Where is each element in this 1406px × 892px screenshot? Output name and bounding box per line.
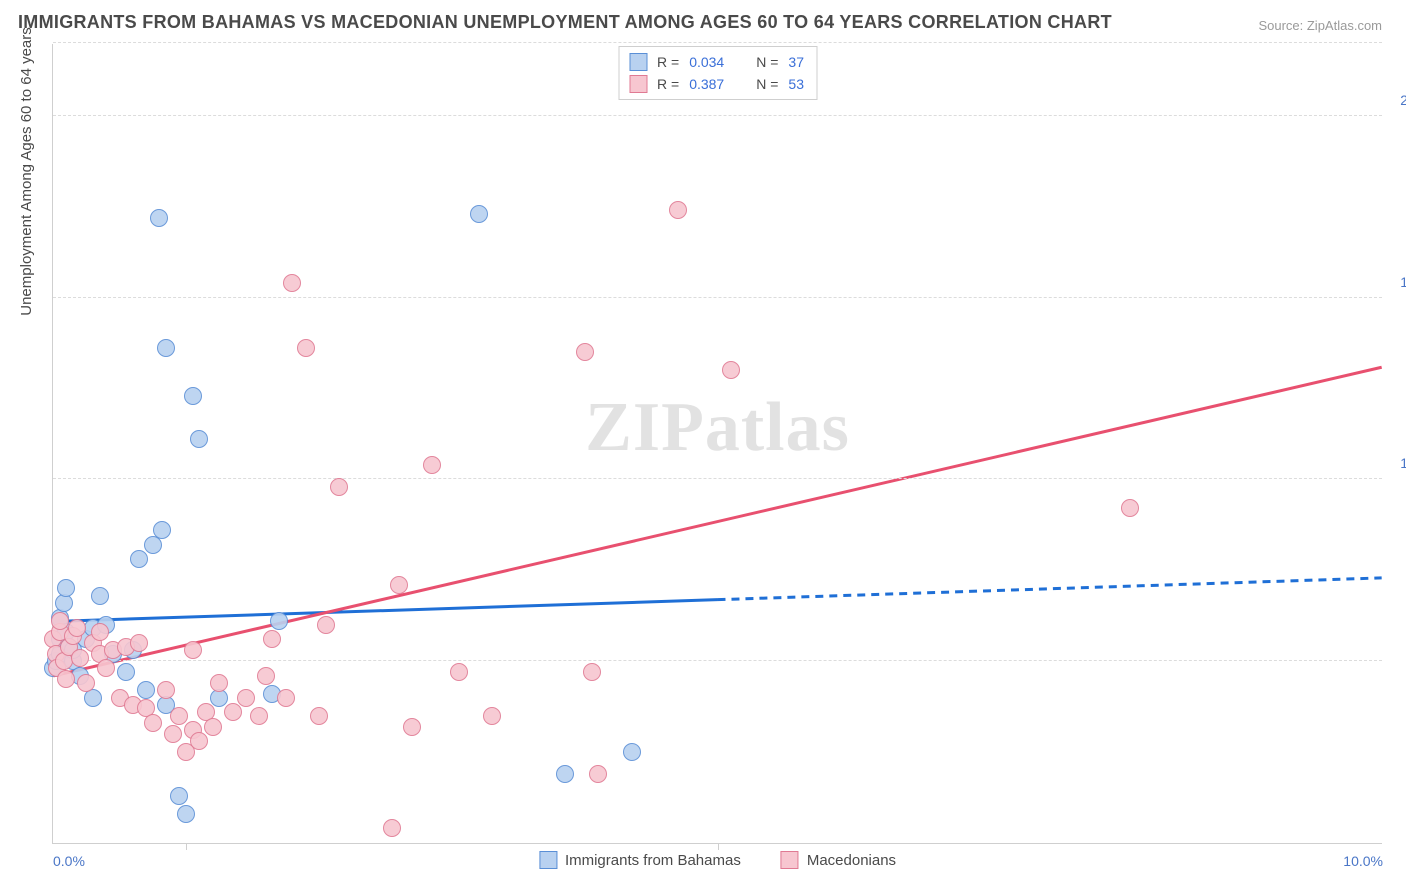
x-tick-stub xyxy=(186,843,187,850)
data-point xyxy=(669,201,687,219)
legend-label: Macedonians xyxy=(807,852,896,869)
data-point xyxy=(150,209,168,227)
data-point xyxy=(310,707,328,725)
x-tick-stub xyxy=(718,843,719,850)
legend-label: Immigrants from Bahamas xyxy=(565,852,741,869)
data-point xyxy=(177,805,195,823)
data-point xyxy=(237,689,255,707)
x-tick-label: 10.0% xyxy=(1343,853,1383,869)
series-legend: Immigrants from Bahamas Macedonians xyxy=(539,851,896,869)
data-point xyxy=(210,674,228,692)
data-point xyxy=(297,339,315,357)
data-point xyxy=(1121,499,1139,517)
data-point xyxy=(153,521,171,539)
data-point xyxy=(130,550,148,568)
r-prefix: R = xyxy=(657,73,679,95)
data-point xyxy=(157,681,175,699)
n-prefix: N = xyxy=(756,73,778,95)
data-point xyxy=(263,630,281,648)
data-point xyxy=(51,612,69,630)
data-point xyxy=(283,274,301,292)
data-point xyxy=(556,765,574,783)
y-tick-label: 20.0% xyxy=(1400,92,1406,108)
data-point xyxy=(144,714,162,732)
data-point xyxy=(57,579,75,597)
r-value: 0.387 xyxy=(689,73,724,95)
data-point xyxy=(190,732,208,750)
data-point xyxy=(157,339,175,357)
data-point xyxy=(583,663,601,681)
data-point xyxy=(184,387,202,405)
data-point xyxy=(184,641,202,659)
data-point xyxy=(623,743,641,761)
r-value: 0.034 xyxy=(689,51,724,73)
gridline xyxy=(53,478,1382,479)
data-point xyxy=(383,819,401,837)
n-value: 53 xyxy=(788,73,804,95)
data-point xyxy=(483,707,501,725)
gridline xyxy=(53,297,1382,298)
data-point xyxy=(117,663,135,681)
n-prefix: N = xyxy=(756,51,778,73)
stats-row: R = 0.387 N = 53 xyxy=(629,73,804,95)
swatch-icon xyxy=(629,75,647,93)
data-point xyxy=(257,667,275,685)
data-point xyxy=(390,576,408,594)
source-label: Source: ZipAtlas.com xyxy=(1258,18,1382,33)
data-point xyxy=(137,681,155,699)
legend-item: Immigrants from Bahamas xyxy=(539,851,741,869)
swatch-icon xyxy=(629,53,647,71)
data-point xyxy=(170,707,188,725)
y-tick-label: 10.0% xyxy=(1400,455,1406,471)
data-point xyxy=(190,430,208,448)
data-point xyxy=(403,718,421,736)
x-tick-label: 0.0% xyxy=(53,853,85,869)
data-point xyxy=(91,623,109,641)
swatch-icon xyxy=(539,851,557,869)
data-point xyxy=(277,689,295,707)
stats-legend: R = 0.034 N = 37 R = 0.387 N = 53 xyxy=(618,46,817,100)
chart-title: IMMIGRANTS FROM BAHAMAS VS MACEDONIAN UN… xyxy=(18,12,1112,33)
r-prefix: R = xyxy=(657,51,679,73)
data-point xyxy=(97,659,115,677)
y-axis-label: Unemployment Among Ages 60 to 64 years xyxy=(18,27,35,316)
data-point xyxy=(450,663,468,681)
data-point xyxy=(130,634,148,652)
data-point xyxy=(57,670,75,688)
watermark-text: ZIPatlas xyxy=(585,388,850,468)
data-point xyxy=(722,361,740,379)
data-point xyxy=(330,478,348,496)
y-tick-label: 15.0% xyxy=(1400,274,1406,290)
data-point xyxy=(224,703,242,721)
swatch-icon xyxy=(781,851,799,869)
data-point xyxy=(77,674,95,692)
gridline xyxy=(53,660,1382,661)
data-point xyxy=(250,707,268,725)
plot-area: ZIPatlas R = 0.034 N = 37 R = 0.387 N = … xyxy=(52,44,1382,844)
data-point xyxy=(470,205,488,223)
trendlines-layer xyxy=(53,44,1382,843)
data-point xyxy=(270,612,288,630)
data-point xyxy=(317,616,335,634)
gridline xyxy=(53,115,1382,116)
data-point xyxy=(91,587,109,605)
data-point xyxy=(68,619,86,637)
data-point xyxy=(170,787,188,805)
data-point xyxy=(204,718,222,736)
data-point xyxy=(71,649,89,667)
data-point xyxy=(164,725,182,743)
gridline xyxy=(53,42,1382,43)
legend-item: Macedonians xyxy=(781,851,896,869)
data-point xyxy=(423,456,441,474)
stats-row: R = 0.034 N = 37 xyxy=(629,51,804,73)
data-point xyxy=(589,765,607,783)
n-value: 37 xyxy=(788,51,804,73)
data-point xyxy=(576,343,594,361)
